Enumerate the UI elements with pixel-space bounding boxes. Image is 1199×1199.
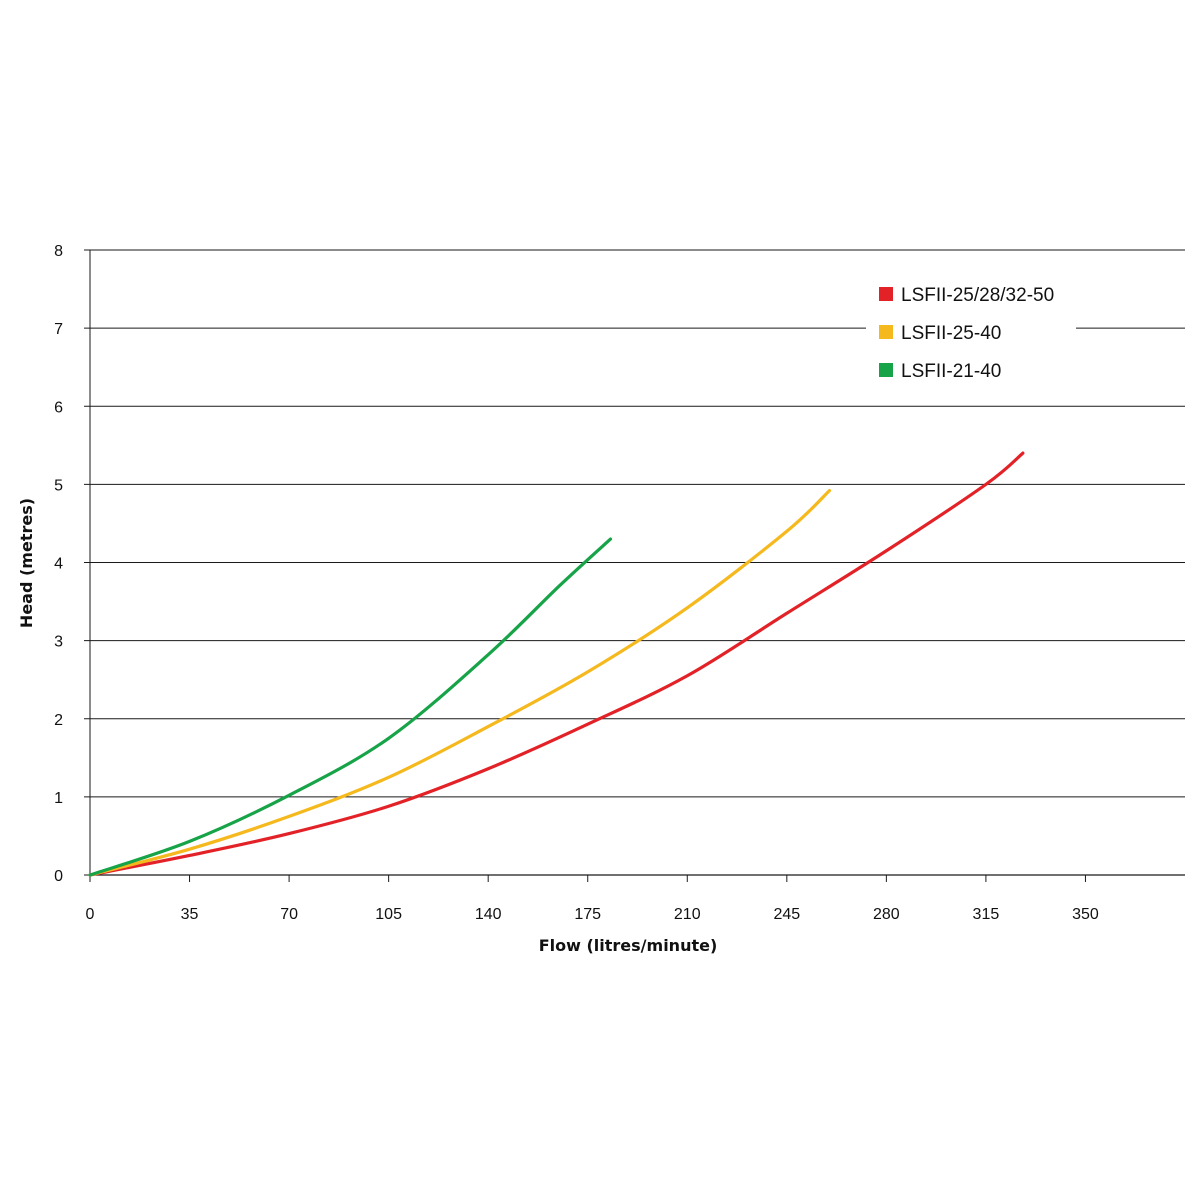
y-tick-label: 2 (54, 712, 63, 729)
legend-label: LSFII-21-40 (901, 361, 1001, 382)
x-tick-label: 140 (475, 906, 502, 923)
x-tick-label: 175 (574, 906, 601, 923)
x-tick-label: 315 (973, 906, 1000, 923)
y-tick-label: 0 (54, 868, 63, 885)
x-axis-label: Flow (litres/minute) (539, 936, 718, 955)
legend: LSFII-25/28/32-50 LSFII-25-40 LSFII-21-40 (866, 275, 1076, 395)
y-tick-labels: 0 1 2 3 4 5 6 7 8 (54, 243, 63, 885)
x-tick-label: 35 (181, 906, 199, 923)
x-tick-label: 105 (375, 906, 402, 923)
y-tick-label: 1 (54, 790, 63, 807)
x-tick-label: 280 (873, 906, 900, 923)
x-tick-label: 245 (773, 906, 800, 923)
series-lines (88, 451, 1025, 877)
y-axis-label: Head (metres) (17, 498, 36, 628)
y-tick-label: 5 (54, 477, 63, 494)
legend-label: LSFII-25-40 (901, 323, 1001, 344)
axes (84, 249, 1185, 882)
legend-background (866, 275, 1076, 395)
legend-swatch (879, 287, 893, 301)
series-line-2 (88, 537, 613, 877)
legend-swatch (879, 363, 893, 377)
x-tick-label: 0 (86, 906, 95, 923)
legend-label: LSFII-25/28/32-50 (901, 285, 1054, 306)
y-tick-label: 8 (54, 243, 63, 260)
y-tick-label: 7 (54, 321, 63, 338)
x-tick-label: 70 (280, 906, 298, 923)
legend-swatch (879, 325, 893, 339)
y-tick-label: 3 (54, 634, 63, 651)
series-line-0 (88, 451, 1025, 877)
series-line-1 (88, 489, 832, 877)
y-tick-label: 4 (54, 556, 63, 573)
x-tick-label: 210 (674, 906, 701, 923)
x-tick-label: 350 (1072, 906, 1099, 923)
x-tick-labels: 0 35 70 105 140 175 210 245 280 315 350 (86, 906, 1099, 923)
y-tick-label: 6 (54, 399, 63, 416)
